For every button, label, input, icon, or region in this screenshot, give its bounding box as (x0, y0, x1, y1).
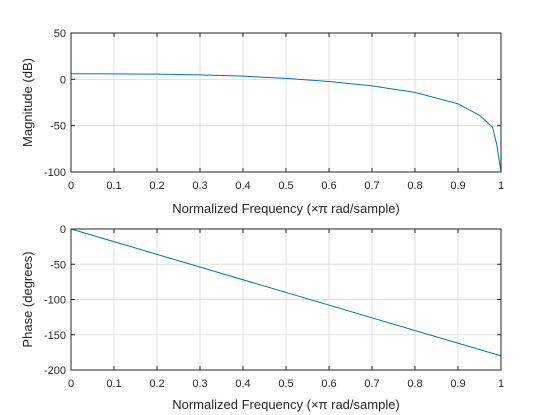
x-tick-label: 0.6 (321, 378, 336, 390)
axes-box (70, 32, 502, 173)
x-tick-label: 0.4 (235, 378, 250, 390)
x-tick-label: 0.3 (192, 180, 207, 192)
x-tick-label: 0 (68, 378, 74, 390)
x-axis-label: Normalized Frequency (×π rad/sample) (172, 201, 400, 216)
x-tick-label: 0.5 (278, 378, 293, 390)
x-tick-label: 0.2 (149, 378, 164, 390)
y-tick-label: -50 (50, 259, 66, 271)
x-tick-label: 0.9 (450, 378, 465, 390)
y-tick-label: -50 (50, 121, 66, 133)
y-axis-label: Phase (degrees) (20, 251, 35, 347)
series-line (70, 228, 502, 357)
x-tick-label: 0.5 (278, 180, 293, 192)
series-line (70, 73, 502, 173)
x-tick-label: 0.3 (192, 378, 207, 390)
y-tick-label: -200 (44, 365, 66, 377)
x-tick-label: 1 (498, 378, 504, 390)
y-tick-label: -100 (44, 167, 66, 179)
x-axis-label: Normalized Frequency (×π rad/sample) (172, 397, 400, 412)
x-tick-label: 0.7 (364, 378, 379, 390)
x-tick-label: 0.8 (407, 180, 422, 192)
y-axis-label: Magnitude (dB) (20, 58, 35, 147)
y-tick-label: 0 (60, 224, 66, 236)
x-tick-label: 0 (68, 180, 74, 192)
x-tick-label: 0.2 (149, 180, 164, 192)
y-tick-label: -100 (44, 295, 66, 307)
y-tick-label: 0 (60, 74, 66, 86)
x-tick-label: 0.7 (364, 180, 379, 192)
x-tick-label: 0.1 (106, 378, 121, 390)
x-tick-label: 1 (498, 180, 504, 192)
x-tick-label: 0.8 (407, 378, 422, 390)
phase-plot: 0 0.1 0.2 0.3 0.4 0.5 0.6 0.7 0.8 0.9 1 0 -50 -100 -15… (20, 224, 504, 412)
x-tick-label: 0.9 (450, 180, 465, 192)
y-tick-label: 50 (54, 28, 66, 40)
x-tick-label: 0.6 (321, 180, 336, 192)
x-tick-label: 0.1 (106, 180, 121, 192)
magnitude-plot: 0 0.1 0.2 0.3 0.4 0.5 0.6 0.7 0.8 0.9 1 50 0 -50 -100 N… (20, 28, 504, 216)
y-tick-label: -150 (44, 330, 66, 342)
x-tick-label: 0.4 (235, 180, 250, 192)
axes-box (70, 228, 502, 371)
